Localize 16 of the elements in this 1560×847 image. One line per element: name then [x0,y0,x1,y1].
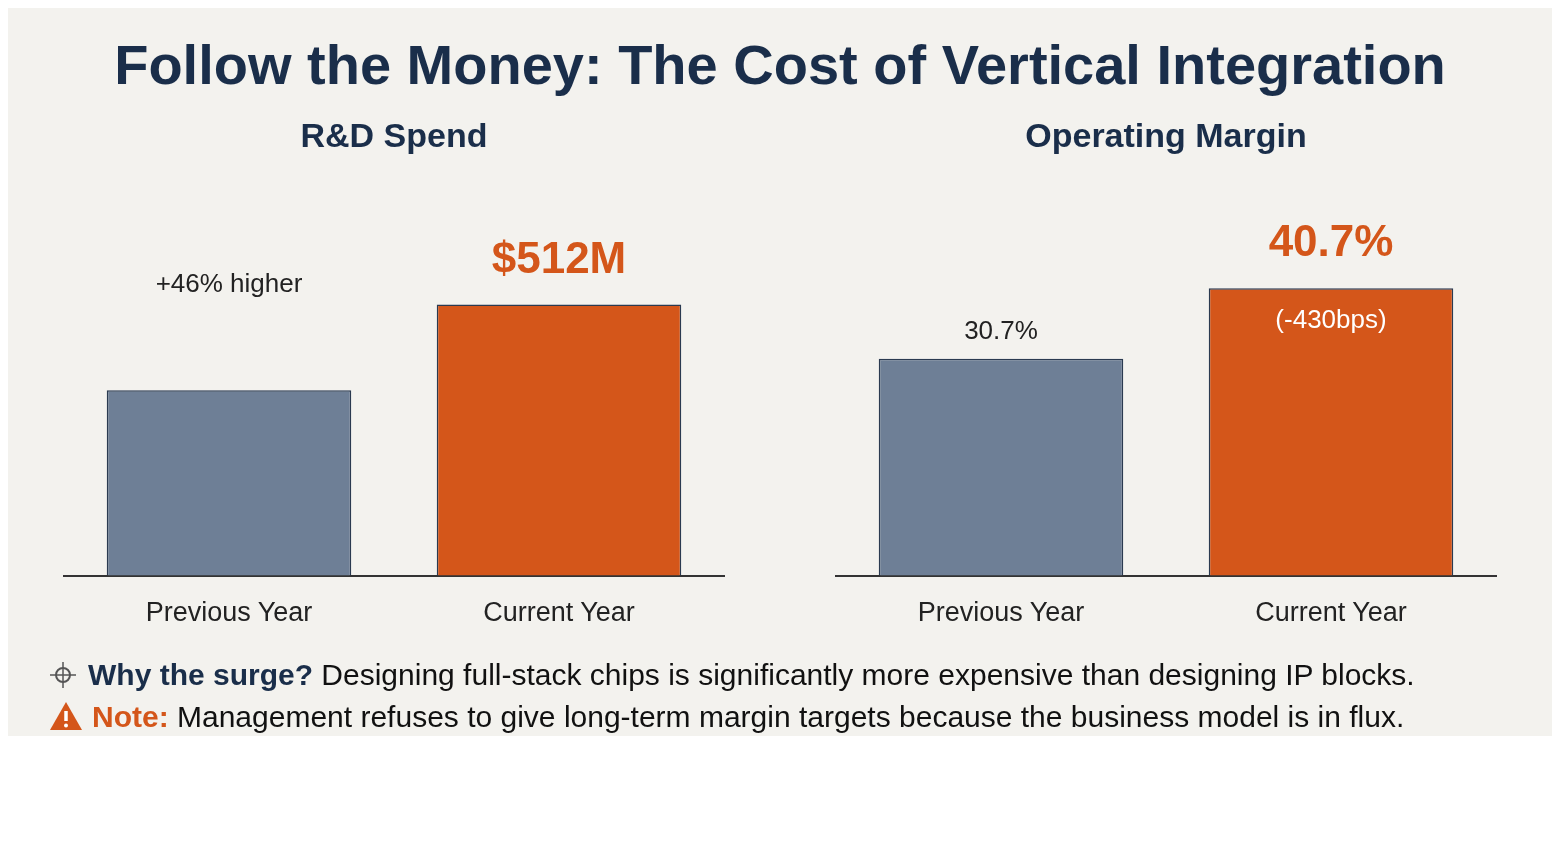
chart-title: Operating Margin [1025,115,1307,154]
data-label: $512M [491,232,627,282]
x-tick-label: Current Year [483,597,635,628]
annotation: (-430bps) [1275,304,1387,335]
text: Why the surge? [88,658,314,691]
x-tick-label: Previous Year [917,597,1085,628]
text: +46% higher [155,267,303,298]
data-label: 40.7% [1268,216,1394,266]
text: Management refuses to give long-term margin targets because the business model is in flux. [177,700,1405,733]
text: Note: [92,700,169,733]
data-label: 30.7% [964,314,1038,345]
chart-title: R&D Spend [300,115,488,154]
text: Designing full-stack chips is significantly more expensive than designing IP blocks. [321,658,1415,691]
text: Follow the Money: The Cost of Vertical Integration [113,32,1447,98]
x-tick-label: Current Year [1255,597,1407,628]
x-tick-label: Previous Year [145,597,313,628]
